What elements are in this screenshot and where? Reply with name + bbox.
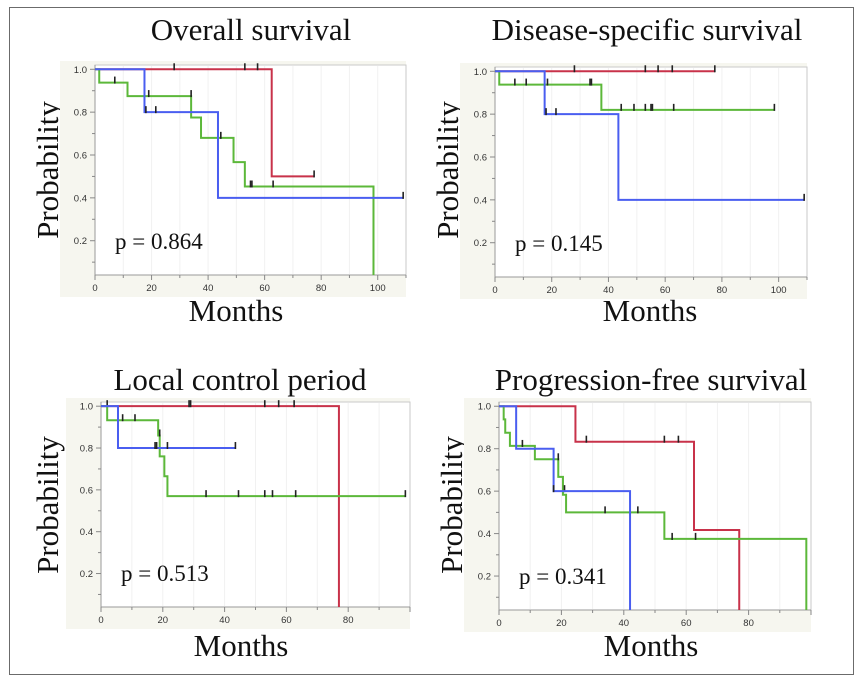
chart-title: Local control period [113, 362, 367, 397]
y-tick-label: 1.0 [80, 402, 93, 413]
y-tick-label: 0.8 [74, 108, 87, 119]
x-tick-label: 80 [343, 615, 354, 626]
km-curve-blue [499, 405, 632, 610]
y-tick-label: 0.4 [80, 527, 93, 538]
chart-title: Overall survival [150, 12, 352, 47]
y-tick-label: 0.6 [80, 485, 93, 496]
x-tick-label: 40 [203, 283, 214, 294]
y-tick-label: 0.4 [478, 529, 491, 540]
y-tick-label: 1.0 [474, 67, 487, 78]
x-axis-label: Months [188, 293, 284, 328]
x-tick-label: 60 [660, 285, 671, 296]
km-curve-green [101, 405, 406, 498]
x-tick-label: 40 [603, 285, 614, 296]
x-tick-label: 60 [281, 615, 292, 626]
x-tick-label: 100 [370, 283, 386, 294]
km-curve-blue [101, 405, 236, 450]
y-tick-label: 0.2 [474, 238, 487, 249]
km-curve-blue [495, 70, 805, 201]
x-axis-label: Months [603, 628, 699, 663]
y-tick-label: 0.8 [478, 444, 491, 455]
km-curve-red [95, 68, 315, 178]
p-value-annotation: p = 0.513 [121, 561, 209, 586]
chart-title: Progression-free survival [494, 362, 808, 397]
x-tick-label: 0 [496, 618, 501, 629]
p-value-annotation: p = 0.341 [519, 564, 607, 589]
x-axis-label: Months [193, 628, 289, 663]
y-tick-label: 0.6 [478, 487, 491, 498]
x-tick-label: 80 [717, 285, 728, 296]
x-tick-label: 80 [743, 618, 754, 629]
figure-frame [9, 7, 854, 675]
plot-area [94, 64, 407, 276]
y-tick-label: 0.6 [74, 151, 87, 162]
x-tick-label: 20 [546, 285, 557, 296]
y-tick-label: 0.4 [474, 195, 487, 206]
x-tick-label: 60 [681, 618, 692, 629]
x-tick-label: 80 [316, 283, 327, 294]
km-curve-green [95, 68, 375, 275]
y-tick-label: 0.6 [474, 153, 487, 164]
p-value-annotation: p = 0.864 [115, 229, 203, 254]
x-tick-label: 20 [158, 615, 169, 626]
plot-area [494, 66, 808, 278]
p-value-annotation: p = 0.145 [515, 231, 603, 256]
x-tick-label: 20 [146, 283, 157, 294]
chart-title: Disease-specific survival [491, 12, 803, 47]
y-tick-label: 0.2 [80, 569, 93, 580]
x-tick-label: 20 [556, 618, 567, 629]
x-tick-label: 40 [219, 615, 230, 626]
y-tick-label: 0.8 [474, 110, 487, 121]
x-tick-label: 0 [92, 283, 97, 294]
x-tick-label: 0 [492, 285, 497, 296]
y-tick-label: 1.0 [74, 65, 87, 76]
y-tick-label: 0.2 [74, 236, 87, 247]
x-tick-label: 40 [619, 618, 630, 629]
y-tick-label: 0.8 [80, 444, 93, 455]
km-curve-red [499, 405, 741, 610]
km-curve-blue [95, 68, 404, 199]
km-curve-red [101, 405, 340, 607]
y-tick-label: 0.2 [478, 572, 491, 583]
y-tick-label: 0.4 [74, 193, 87, 204]
x-tick-label: 100 [771, 285, 787, 296]
x-tick-label: 0 [98, 615, 103, 626]
x-tick-label: 60 [259, 283, 270, 294]
y-tick-label: 1.0 [478, 402, 491, 413]
